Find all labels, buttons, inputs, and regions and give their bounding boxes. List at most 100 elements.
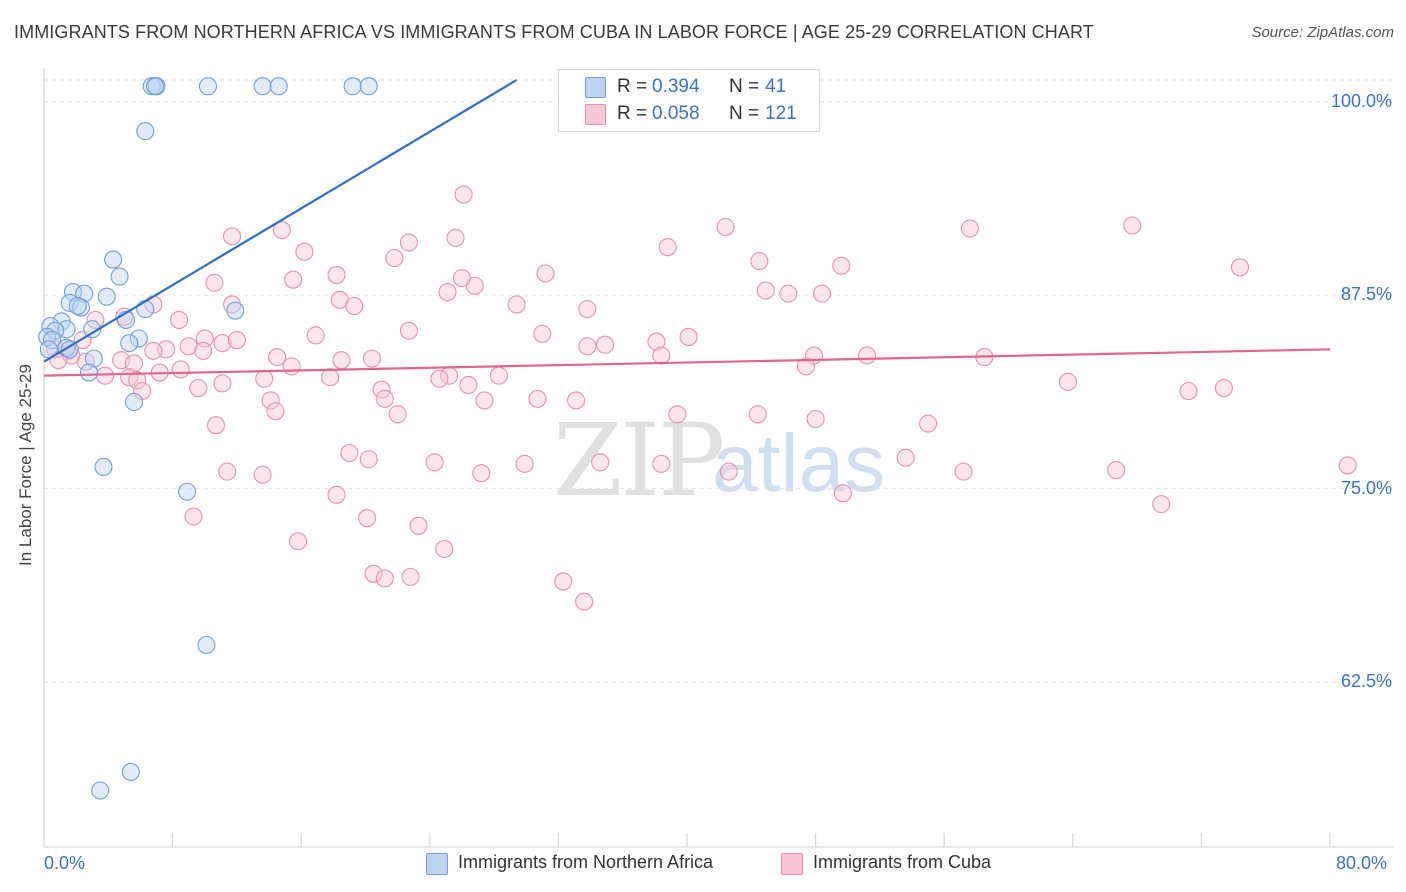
y-tick-label: 87.5%	[1340, 284, 1392, 305]
point-northern-africa	[178, 482, 197, 501]
point-northern-africa	[129, 329, 148, 348]
bottom-legend-swatch-cuba	[781, 853, 803, 875]
point-cuba	[919, 414, 938, 433]
point-cuba	[489, 366, 508, 385]
point-cuba	[388, 405, 407, 424]
point-cuba	[435, 539, 454, 559]
point-cuba	[668, 405, 687, 424]
point-northern-africa	[104, 250, 123, 269]
point-cuba	[1214, 378, 1233, 398]
legend-n-value: 41	[765, 76, 787, 97]
x-tick-label-min: 0.0%	[44, 853, 86, 873]
trend-line-northern-africa	[43, 79, 518, 363]
legend-n-label: N =	[729, 103, 760, 124]
watermark-atlas: atlas	[712, 418, 886, 509]
legend-n-label: N =	[729, 76, 760, 97]
point-cuba	[375, 389, 394, 408]
point-cuba	[591, 453, 610, 472]
point-cuba	[266, 402, 285, 421]
point-cuba	[575, 592, 594, 611]
point-cuba	[716, 218, 735, 237]
trend-lines	[43, 79, 1331, 377]
watermark-zip: ZIP	[553, 402, 725, 519]
point-cuba	[171, 360, 190, 379]
point-cuba	[358, 509, 377, 528]
point-northern-africa	[269, 77, 288, 96]
point-cuba	[750, 252, 769, 271]
point-cuba	[261, 391, 280, 410]
point-cuba	[255, 369, 274, 388]
point-cuba	[857, 346, 877, 365]
point-cuba	[96, 366, 115, 385]
point-northern-africa	[359, 77, 378, 96]
point-cuba	[213, 374, 232, 393]
point-cuba	[515, 454, 534, 473]
point-cuba	[748, 405, 767, 424]
point-cuba	[144, 341, 163, 360]
point-northern-africa	[136, 122, 155, 141]
point-cuba	[960, 219, 979, 238]
point-northern-africa	[71, 298, 91, 317]
point-northern-africa	[136, 300, 155, 319]
series-northern-africa-points	[38, 74, 684, 800]
bottom-legend-label: Immigrants from Northern Africa	[458, 852, 714, 872]
point-cuba	[359, 450, 378, 469]
point-cuba	[184, 507, 203, 526]
point-cuba	[362, 349, 381, 368]
trend-line-cuba	[43, 348, 1331, 377]
legend-r-value: 0.058	[652, 103, 700, 124]
point-cuba	[652, 346, 671, 365]
point-cuba	[832, 256, 851, 275]
point-northern-africa	[197, 635, 216, 655]
x-tick-label-max: 80.0%	[1336, 853, 1388, 873]
point-cuba	[1123, 216, 1142, 235]
point-cuba	[205, 273, 224, 292]
point-cuba	[796, 357, 816, 376]
point-cuba	[169, 310, 189, 329]
point-cuba	[253, 465, 272, 484]
legend-r-label: R =	[617, 76, 648, 97]
point-northern-africa	[83, 320, 102, 339]
y-tick-label: 75.0%	[1340, 477, 1392, 498]
axes	[43, 68, 1394, 848]
point-northern-africa	[253, 77, 272, 96]
point-northern-africa	[63, 283, 82, 302]
point-cuba	[124, 354, 144, 373]
source-label: Source: ZipAtlas.com	[1251, 24, 1394, 41]
point-cuba	[340, 444, 359, 463]
point-northern-africa	[84, 349, 103, 368]
point-cuba	[1107, 461, 1126, 480]
bottom-legend-swatch-northern-africa	[426, 853, 448, 875]
point-cuba	[321, 368, 340, 387]
series-cuba-points	[46, 108, 1357, 611]
point-northern-africa	[120, 334, 139, 353]
point-cuba	[472, 464, 491, 483]
point-cuba	[385, 248, 404, 268]
point-cuba	[306, 326, 325, 345]
point-cuba	[375, 569, 394, 588]
legend-r-value: 0.394	[652, 76, 700, 97]
point-cuba	[272, 221, 291, 240]
point-cuba	[268, 348, 287, 367]
point-northern-africa	[68, 296, 87, 316]
point-cuba	[475, 391, 494, 410]
point-cuba	[679, 327, 698, 347]
point-cuba	[430, 369, 449, 388]
point-cuba	[327, 265, 346, 285]
legend-swatch-cuba	[585, 103, 606, 125]
point-cuba	[345, 296, 364, 316]
point-cuba	[507, 295, 526, 314]
point-cuba	[282, 357, 301, 376]
legend-n-value: 121	[765, 103, 797, 124]
point-cuba	[399, 321, 418, 340]
point-cuba	[578, 337, 597, 356]
point-cuba	[189, 378, 208, 398]
point-cuba	[194, 341, 213, 360]
point-northern-africa	[124, 392, 144, 412]
point-cuba	[223, 227, 242, 246]
point-cuba	[896, 448, 915, 467]
point-cuba	[452, 269, 472, 288]
point-cuba	[288, 532, 308, 551]
point-cuba	[295, 242, 314, 261]
